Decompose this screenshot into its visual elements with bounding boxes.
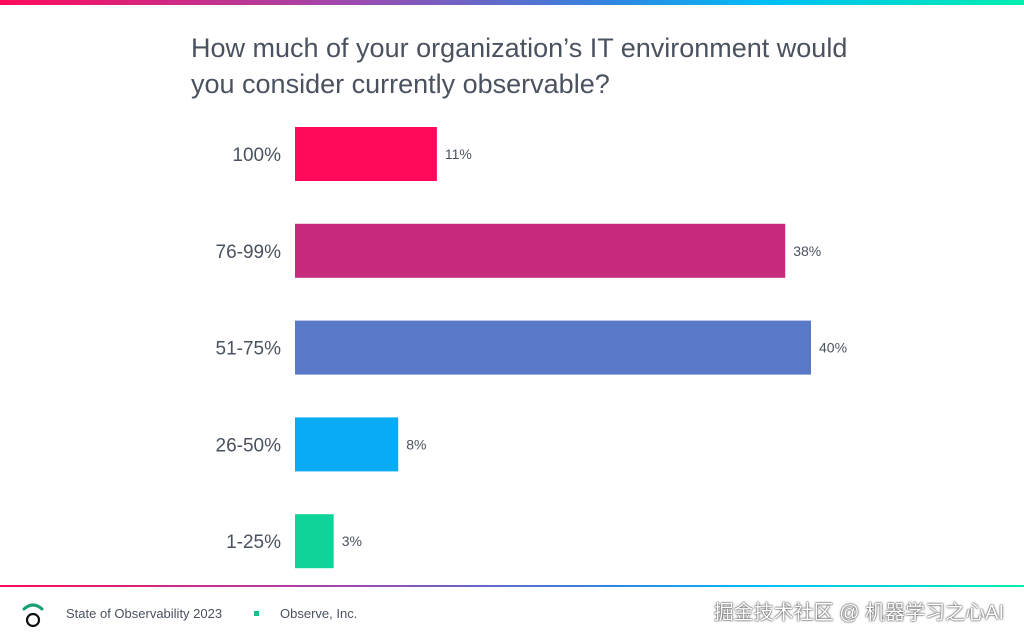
category-label: 26-50% — [216, 435, 282, 456]
bar-1-25% — [295, 514, 334, 569]
separator-dot — [254, 611, 259, 616]
bar-chart: 100% 11% 76-99% 38% 51-75% 40% 26-50% 8% 1-25% 3% — [216, 127, 847, 569]
bar-51-75% — [295, 320, 811, 375]
bar-100% — [295, 127, 437, 181]
observe-logo-icon — [22, 603, 44, 628]
category-label: 100% — [232, 145, 281, 166]
category-label: 1-25% — [226, 532, 281, 553]
footer: State of Observability 2023 Observe, Inc… — [0, 596, 1024, 632]
watermark: 掘金技术社区 @ 机器学习之心AI — [713, 602, 1004, 624]
top-gradient-bar — [0, 0, 1024, 5]
category-label: 51-75% — [216, 339, 282, 360]
bar-26-50% — [295, 417, 399, 472]
chart-title: How much of your organization’s IT envir… — [191, 33, 848, 99]
bar-76-99% — [295, 223, 786, 278]
report-name: State of Observability 2023 — [66, 606, 223, 621]
company-name: Observe, Inc. — [280, 606, 358, 621]
data-label: 8% — [406, 436, 426, 452]
data-label: 3% — [342, 533, 362, 549]
data-label: 38% — [793, 243, 821, 259]
data-label: 40% — [819, 340, 847, 356]
category-label: 76-99% — [216, 242, 282, 263]
footer-divider — [0, 585, 1024, 587]
data-label: 11% — [445, 146, 472, 162]
